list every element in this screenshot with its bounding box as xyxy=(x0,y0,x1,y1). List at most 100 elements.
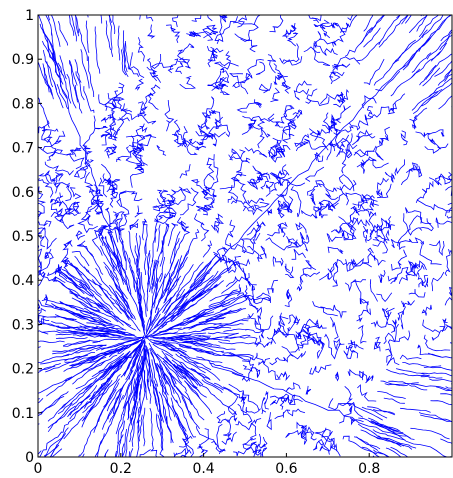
curve-segment xyxy=(398,264,419,285)
curve-segment xyxy=(375,152,384,161)
curve-segment xyxy=(105,20,111,51)
curve-segment xyxy=(423,334,451,352)
curve-segment xyxy=(252,296,271,303)
curve-segment xyxy=(115,400,128,435)
curve-segment xyxy=(388,380,428,391)
curve-segment xyxy=(382,237,388,254)
curve-segment xyxy=(400,162,421,186)
curve-segment xyxy=(222,386,239,416)
curve-segment xyxy=(209,363,244,376)
curve-segment xyxy=(227,195,248,206)
curve-segment xyxy=(227,185,238,205)
curve-segment xyxy=(63,339,91,347)
y-tick-label: 0.6 xyxy=(12,185,34,201)
curve-segment xyxy=(75,344,107,354)
curve-segment xyxy=(210,267,232,282)
curve-segment xyxy=(71,297,100,312)
curve-segment xyxy=(127,378,136,421)
curve-segment xyxy=(38,261,45,276)
corner-spoke xyxy=(143,15,452,339)
curve-segment xyxy=(112,15,116,35)
curve-segment xyxy=(89,312,113,325)
curve-segment xyxy=(232,59,264,87)
curve-segment xyxy=(214,61,239,68)
curve-segment xyxy=(100,132,112,146)
curve-segment xyxy=(386,368,430,377)
curve-segment xyxy=(179,264,194,287)
curve-segment xyxy=(158,207,175,221)
curve-segment xyxy=(341,143,353,174)
curve-segment xyxy=(131,135,144,170)
curve-segment xyxy=(206,154,215,181)
curve-segment xyxy=(400,130,408,146)
curve-segment xyxy=(423,366,452,371)
curve-segment xyxy=(223,328,248,332)
curve-segment xyxy=(419,64,437,86)
curve-segment xyxy=(137,290,145,328)
curve-segment xyxy=(64,262,91,289)
curve-segment xyxy=(108,102,116,139)
curve-segment xyxy=(411,51,441,78)
curve-segment xyxy=(273,63,284,81)
curve-segment xyxy=(256,292,271,304)
curve-segment xyxy=(164,99,175,132)
curve-segment xyxy=(408,260,427,273)
curve-segment xyxy=(117,340,139,354)
curve-segment xyxy=(146,283,157,335)
curve-segment xyxy=(183,327,232,334)
curve-segment xyxy=(80,356,107,373)
curve-segment xyxy=(408,288,426,298)
curve-segment xyxy=(47,405,76,433)
curve-segment xyxy=(421,372,452,377)
curve-segment xyxy=(415,131,431,138)
curve-segment xyxy=(237,403,261,414)
curve-segment xyxy=(415,199,452,212)
curve-segment xyxy=(184,391,205,421)
curve-segment xyxy=(156,145,167,156)
curve-segment xyxy=(283,105,294,124)
curve-segment xyxy=(94,427,110,457)
curve-segment xyxy=(79,332,107,337)
curve-segment xyxy=(195,426,217,445)
curve-segment xyxy=(190,368,211,381)
curve-segment xyxy=(281,346,306,360)
curve-segment xyxy=(286,236,295,244)
curve-segment xyxy=(284,289,293,308)
curve-segment xyxy=(307,180,325,196)
curve-segment xyxy=(55,336,88,339)
curve-segment xyxy=(240,392,247,403)
curve-segment xyxy=(390,238,406,250)
curve-segment xyxy=(129,373,143,422)
curve-segment xyxy=(151,53,174,70)
curve-segment xyxy=(209,25,219,35)
curve-segment xyxy=(445,206,452,217)
curve-segment xyxy=(38,273,57,291)
curve-segment xyxy=(189,260,212,288)
curve-segment xyxy=(437,69,452,86)
curve-segment xyxy=(177,318,224,331)
curve-segment xyxy=(417,272,428,285)
curve-segment xyxy=(58,20,69,46)
curve-segment xyxy=(103,261,128,300)
curve-segment xyxy=(161,382,170,407)
curve-segment xyxy=(122,367,139,409)
curve-segment xyxy=(85,20,90,54)
curve-segment xyxy=(175,385,192,405)
curve-segment xyxy=(121,443,125,457)
curve-segment xyxy=(207,331,238,335)
curve-segment xyxy=(117,25,121,61)
curve-segment xyxy=(98,285,115,305)
curve-segment xyxy=(372,225,386,247)
curve-segment xyxy=(269,395,285,410)
curve-segment xyxy=(421,304,432,316)
curve-segment xyxy=(38,366,56,374)
curve-segment xyxy=(58,192,72,212)
curve-segment xyxy=(444,248,451,276)
curve-segment xyxy=(147,252,151,285)
curve-segment xyxy=(169,231,181,264)
curve-segment xyxy=(404,15,412,24)
curve-segment xyxy=(429,138,442,150)
curve-segment xyxy=(344,339,356,356)
